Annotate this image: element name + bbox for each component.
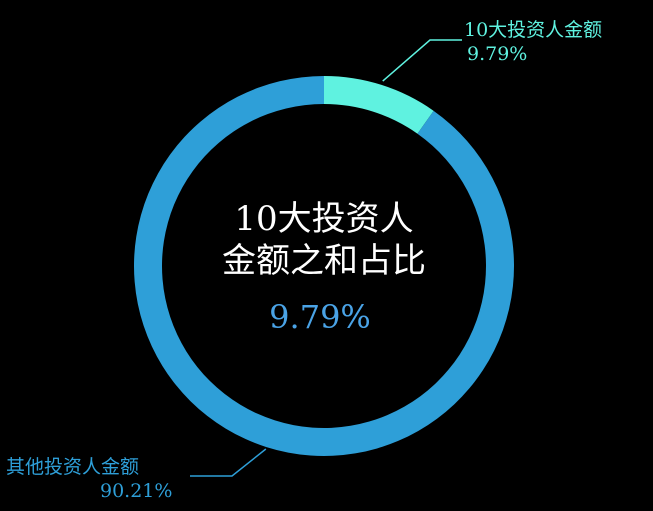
center-title-line2: 金额之和占比 (222, 241, 426, 281)
label-top10-percent: 9.79% (467, 43, 527, 65)
center-title-line1: 10大投资人 (234, 199, 413, 239)
label-others: 其他投资人金额 90.21% (6, 448, 267, 502)
center-percent-value: 9.79% (269, 298, 371, 336)
leader-line-top10 (382, 39, 462, 82)
slice-top10-investors (324, 76, 434, 134)
label-others-name: 其他投资人金额 (6, 456, 139, 478)
label-top10: 10大投资人金额 9.79% (382, 19, 602, 82)
label-top10-name: 10大投资人金额 (464, 19, 602, 41)
leader-line-others (190, 448, 267, 477)
label-others-percent: 90.21% (100, 480, 172, 502)
donut-slices (133, 76, 514, 456)
